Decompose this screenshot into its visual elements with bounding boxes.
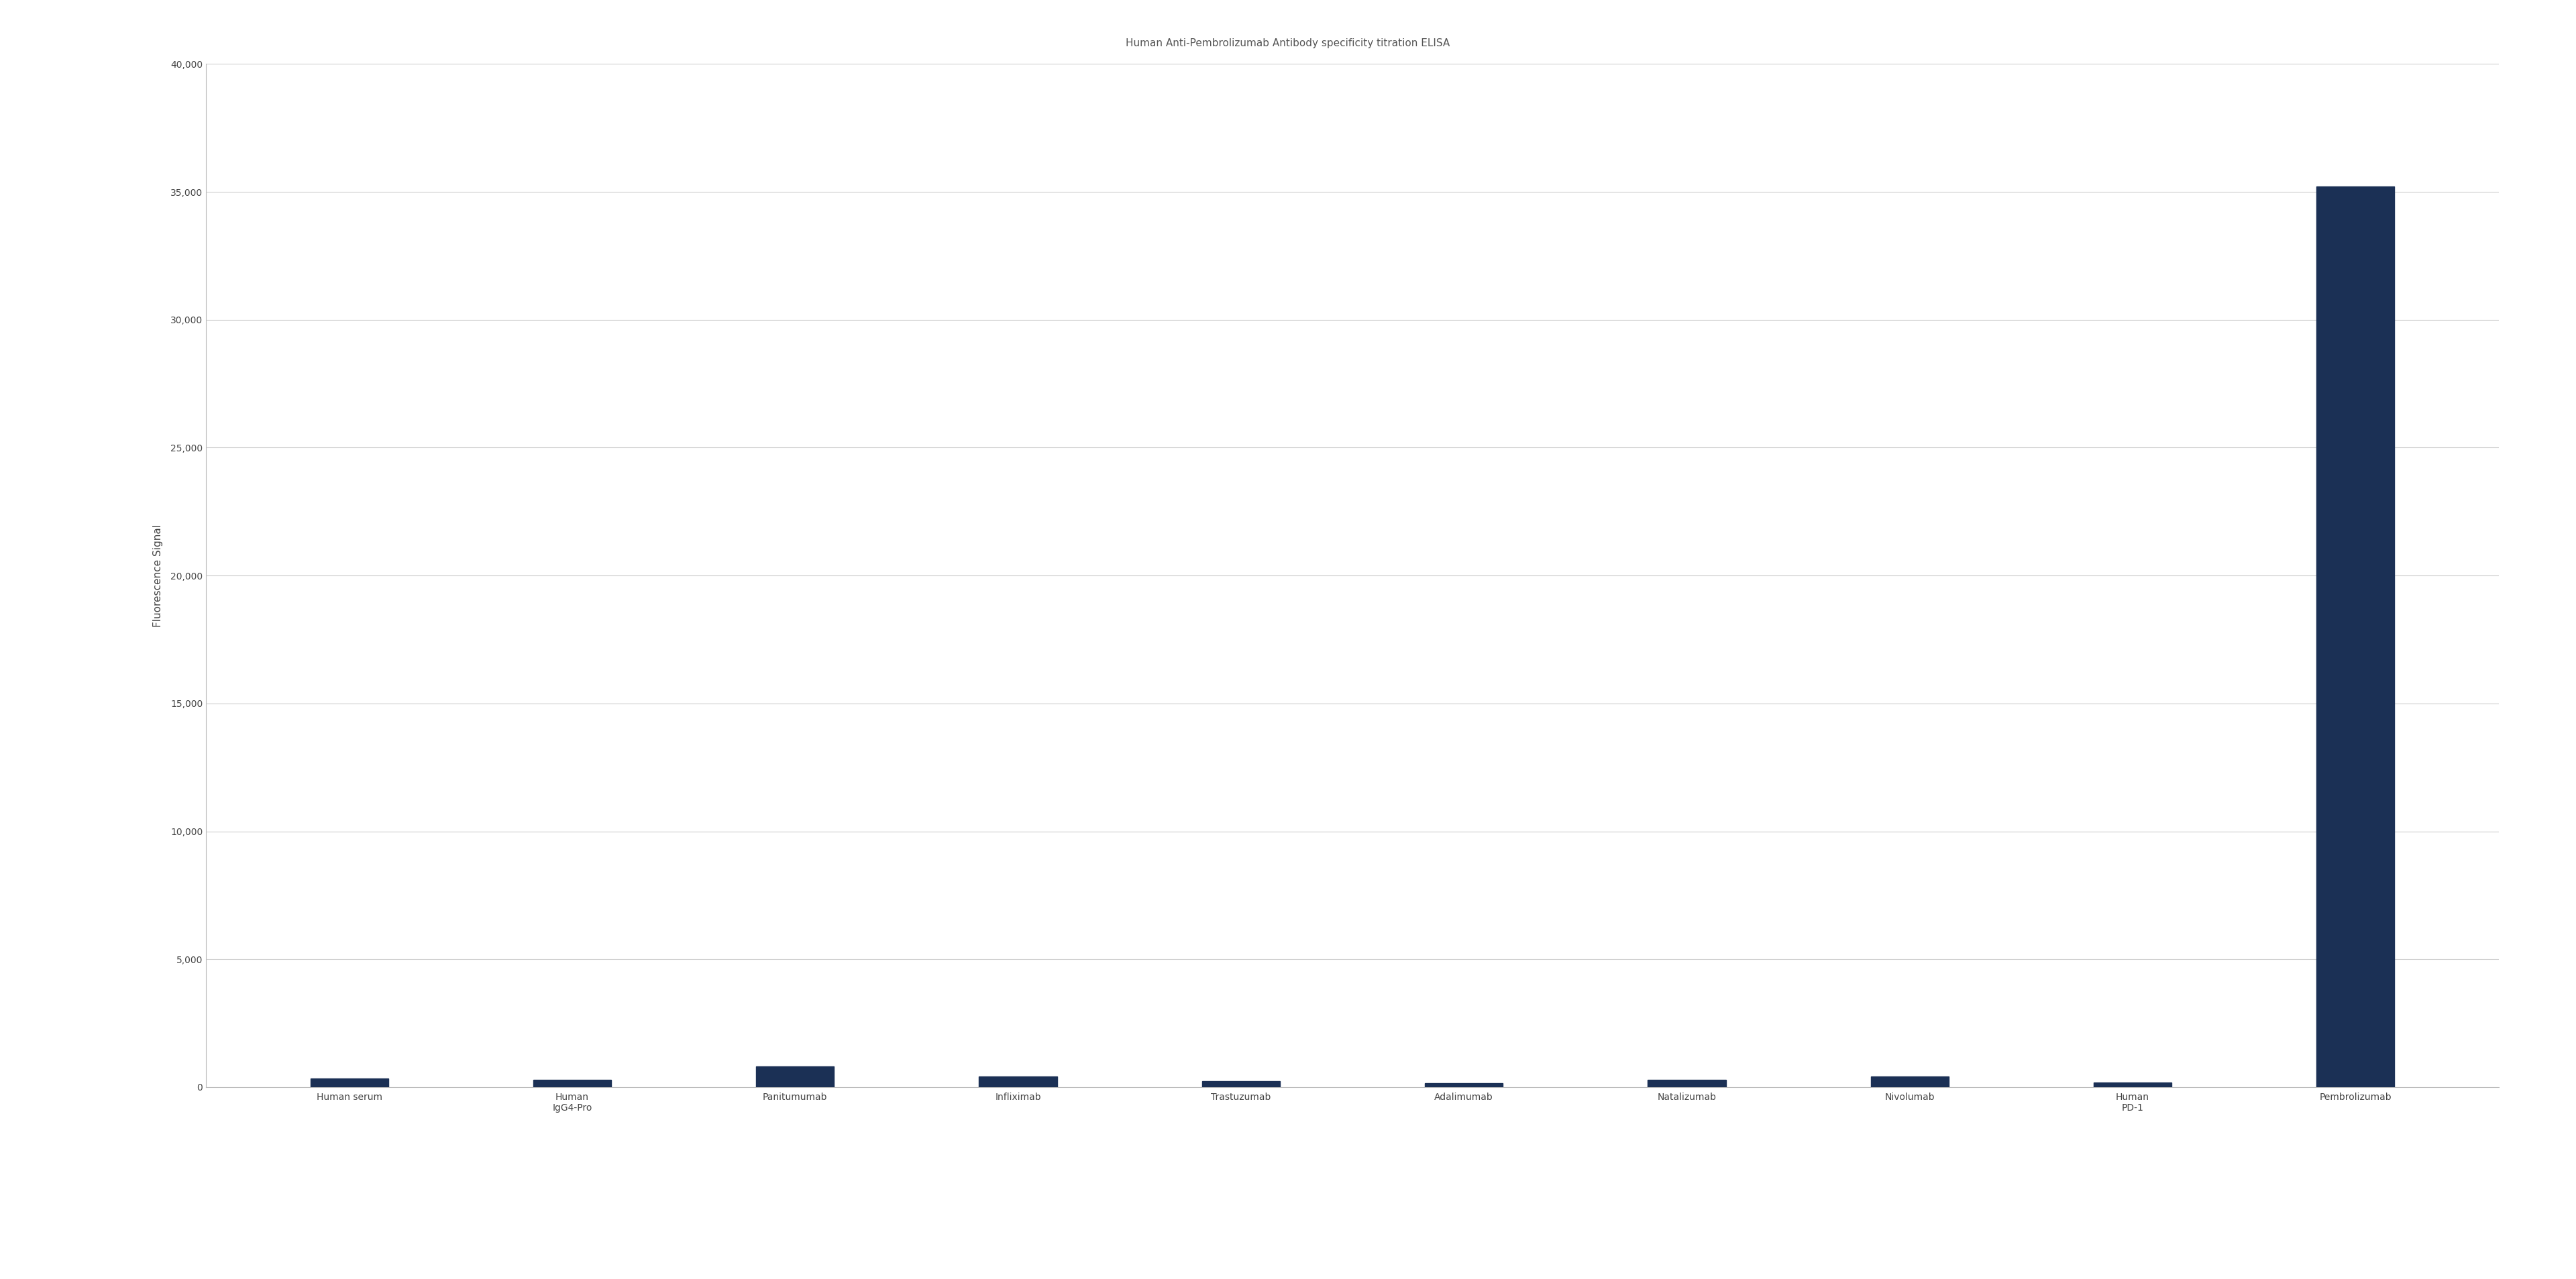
Bar <box>1649 1079 1726 1087</box>
Bar <box>2094 1082 2172 1087</box>
Text: Human Anti-Pembrolizumab Antibody specificity titration ELISA: Human Anti-Pembrolizumab Antibody specif… <box>1126 38 1450 49</box>
Bar <box>1425 1083 1502 1087</box>
Bar <box>1203 1081 1280 1087</box>
Bar <box>1870 1077 1947 1087</box>
Bar <box>757 1067 835 1087</box>
Bar <box>979 1076 1056 1087</box>
Y-axis label: Fluorescence Signal: Fluorescence Signal <box>152 524 162 627</box>
Bar <box>309 1078 389 1087</box>
Bar <box>533 1079 611 1087</box>
Bar <box>2316 187 2396 1087</box>
